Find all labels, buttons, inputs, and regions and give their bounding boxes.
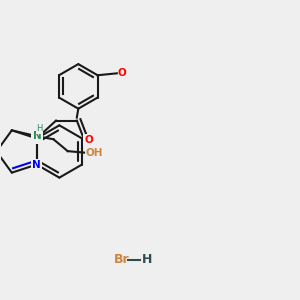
Text: N: N — [32, 134, 41, 143]
Text: N: N — [33, 131, 41, 141]
Text: H: H — [142, 254, 152, 266]
Text: O: O — [84, 135, 93, 145]
Text: O: O — [118, 68, 127, 78]
Text: OH: OH — [85, 148, 103, 158]
Text: Br: Br — [114, 254, 130, 266]
Text: H: H — [36, 124, 43, 133]
Text: N: N — [32, 160, 41, 170]
